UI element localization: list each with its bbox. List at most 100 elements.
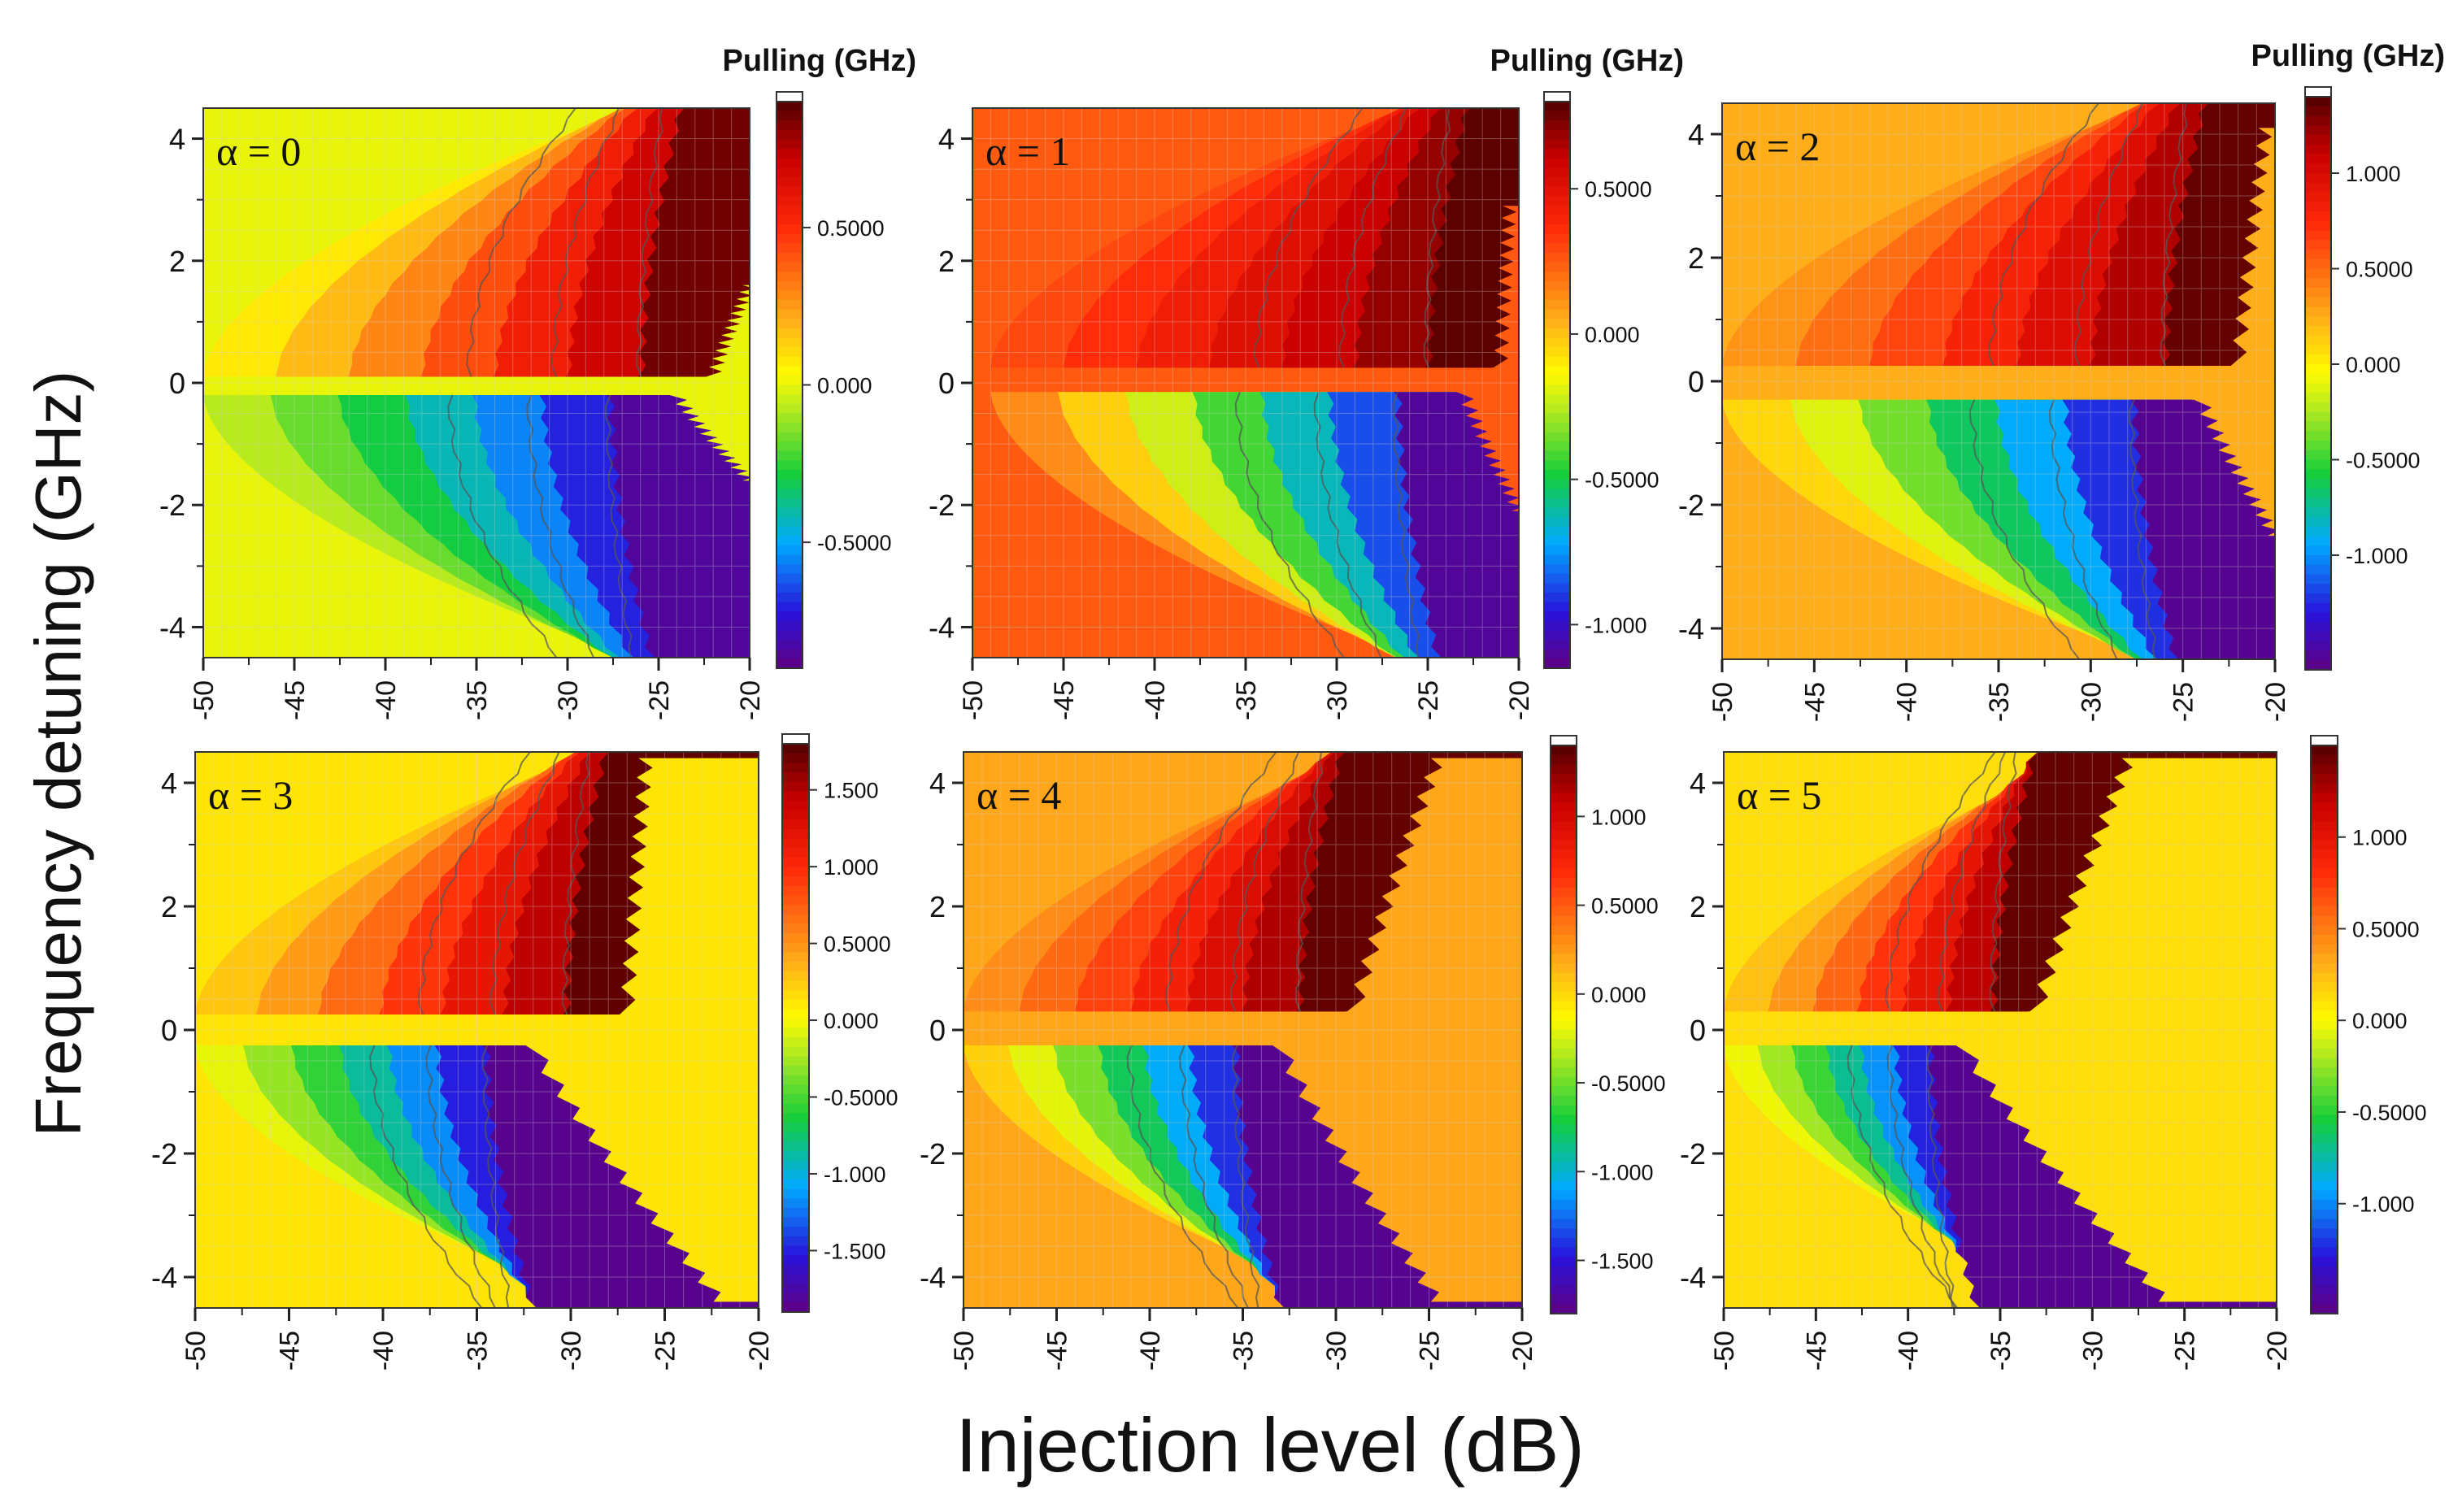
colorbar-tick-label: -1.000 — [2346, 544, 2408, 568]
colorbar-segment — [1551, 793, 1577, 803]
colorbar: 1.000 0.5000 0.000 -0.5000 -1.000 -1.500 — [1550, 735, 1666, 1314]
colorbar-segment — [1551, 802, 1577, 813]
colorbar-segment — [1544, 243, 1570, 254]
colorbar-segment — [1544, 111, 1570, 122]
colorbar-segment — [1544, 649, 1570, 660]
colorbar-segment — [2305, 326, 2331, 337]
colorbar-segment — [1551, 1162, 1577, 1173]
colorbar-segment — [1551, 1219, 1577, 1230]
colorbar-tick-label: -1.500 — [1591, 1249, 1654, 1273]
colorbar-tick-label: 0.000 — [2352, 1009, 2408, 1033]
colorbar-segment — [2311, 1076, 2338, 1088]
x-tick-label: -25 — [1413, 680, 1444, 720]
colorbar-segment — [2311, 773, 2338, 784]
locking-region — [2192, 381, 2275, 536]
colorbar-segment — [776, 280, 803, 292]
colorbar-segment — [1551, 1285, 1577, 1296]
contour-line — [2073, 103, 2143, 367]
contour-line — [636, 108, 663, 377]
x-tick-label: -20 — [735, 680, 766, 720]
colorbar-tick-label: 0.000 — [824, 1009, 879, 1033]
colorbar-segment — [2305, 564, 2331, 576]
colorbar-segment — [1551, 1247, 1577, 1258]
colorbar-segment — [1551, 1200, 1577, 1210]
colorbar-segment — [776, 337, 803, 349]
colorbar-segment — [1551, 1086, 1577, 1097]
colorbar-segment — [2305, 622, 2331, 632]
colorbar-segment — [2311, 840, 2338, 851]
contour-line — [425, 1045, 496, 1308]
colorbar-segment — [776, 620, 803, 632]
locking-region — [1270, 1030, 1522, 1302]
panel-4: 4 2 0 -2 -4 -50 -45 -40 -35 -30 -25 -20 α = 4 1.000 0.… — [920, 735, 1666, 1371]
colorbar-segment — [1551, 1019, 1577, 1031]
contour-line — [550, 108, 620, 377]
colorbar-segment — [776, 224, 803, 235]
contour-line — [1253, 108, 1364, 368]
locking-region — [1491, 206, 1519, 383]
colorbar-segment — [782, 1302, 809, 1313]
colorbar-segment — [2311, 1086, 2338, 1097]
colorbar-segment — [782, 848, 809, 858]
colorbar-segment — [1544, 262, 1570, 273]
colorbar-segment — [1551, 1152, 1577, 1163]
colorbar-segment — [2311, 821, 2338, 832]
colorbar-segment — [782, 838, 809, 849]
colorbar-segment — [776, 262, 803, 273]
colorbar-tick-label: -0.5000 — [817, 531, 892, 555]
colorbar-segment — [1544, 536, 1570, 546]
colorbar-segment — [776, 460, 803, 471]
colorbar-segment — [1544, 252, 1570, 263]
colorbar-segment — [1551, 745, 1577, 756]
colorbar-segment — [782, 857, 809, 868]
x-tick-label: -40 — [368, 1331, 399, 1371]
colorbar-tick-label: -0.5000 — [2352, 1101, 2427, 1125]
x-tick-label: -35 — [1231, 680, 1262, 720]
colorbar-segment — [776, 252, 803, 263]
colorbar-segment — [2305, 536, 2331, 547]
colorbar-segment — [1544, 640, 1570, 650]
locking-region — [1345, 758, 1522, 1030]
colorbar-segment — [2311, 1200, 2338, 1210]
lobe-band — [607, 395, 750, 658]
colorbar-segment — [776, 394, 803, 405]
colorbar-segment — [776, 432, 803, 443]
colorbar-tick-label: 1.000 — [2352, 826, 2408, 850]
colorbar-segment — [782, 1179, 809, 1190]
colorbar-segment — [782, 914, 809, 925]
x-tick-label: -45 — [275, 1331, 306, 1371]
colorbar-segment — [2305, 641, 2331, 652]
colorbar-tick-label: 1.500 — [824, 779, 879, 803]
colorbar-segment — [782, 1056, 809, 1067]
colorbar-segment — [782, 1170, 809, 1180]
colorbar-segment — [2311, 1209, 2338, 1220]
colorbar-frame — [2310, 745, 2338, 1314]
contour-line — [481, 1045, 511, 1308]
colorbar-tick-label: -0.5000 — [824, 1086, 898, 1110]
colorbar-segment — [776, 375, 803, 386]
heatmap-field — [990, 108, 1519, 658]
x-tick-label: -45 — [280, 680, 311, 720]
colorbar-segment — [2311, 1067, 2338, 1078]
colorbar-segment — [1551, 1029, 1577, 1041]
colorbar-segment — [782, 905, 809, 915]
colorbar-segment — [2311, 858, 2338, 870]
colorbar-segment — [2311, 1039, 2338, 1049]
colorbar-segment — [1551, 849, 1577, 860]
colorbar-segment — [776, 593, 803, 603]
colorbar-segment — [1544, 432, 1570, 443]
colorbar-cap — [776, 91, 803, 102]
panel-label: α = 2 — [1735, 124, 1820, 169]
colorbar-segment — [776, 602, 803, 613]
colorbar-title: Pulling (GHz) — [1490, 44, 1684, 78]
x-tick-label: -20 — [744, 1331, 775, 1371]
colorbar-segment — [1551, 962, 1577, 974]
heatmap-field — [1724, 752, 2277, 1308]
colorbar-segment — [2311, 1247, 2338, 1258]
locking-region — [704, 285, 750, 383]
colorbar-segment — [776, 120, 803, 131]
colorbar-frame — [1550, 745, 1577, 1314]
colorbar-segment — [2305, 402, 2331, 413]
colorbar-tick-label: 0.000 — [2346, 353, 2401, 377]
colorbar-tick-label: 1.000 — [824, 855, 879, 880]
